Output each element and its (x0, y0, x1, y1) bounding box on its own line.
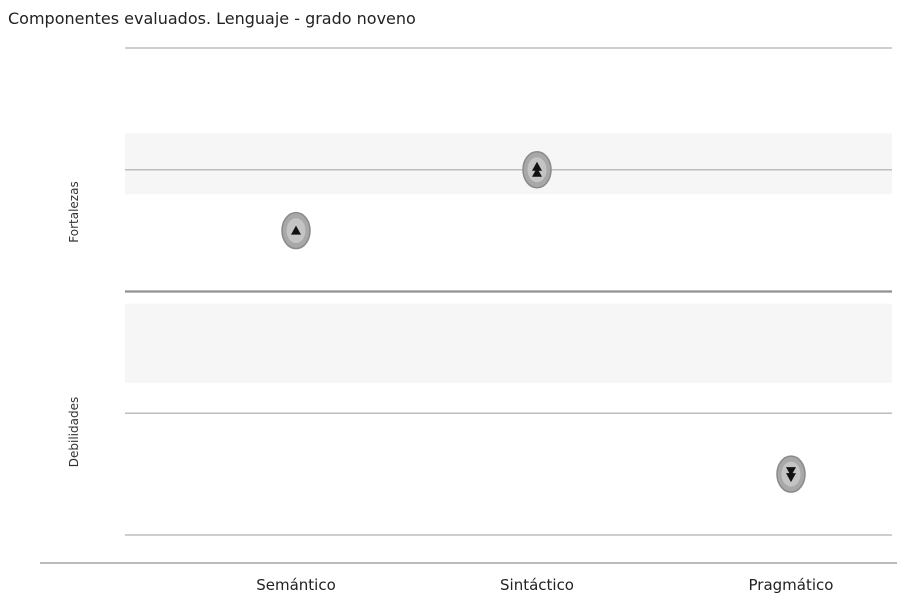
band-shade-upper (125, 133, 892, 195)
data-point-semántico (281, 211, 311, 250)
data-point-sintáctico (522, 151, 552, 189)
data-points (281, 151, 806, 493)
data-point-pragmático (776, 455, 806, 493)
triangle-up-icon (532, 161, 542, 171)
y-band-label-debilidades: Debilidades (67, 397, 81, 467)
x-tick-label-pragmatico: Pragmático (749, 576, 834, 594)
triangle-down-icon (786, 467, 796, 477)
band-shading (125, 133, 892, 383)
x-tick-label-sintactico: Sintáctico (500, 576, 574, 594)
band-shade-lower (125, 303, 892, 383)
triangle-up-icon (291, 225, 301, 235)
chart-title: Componentes evaluados. Lenguaje - grado … (8, 9, 416, 28)
x-tick-label-semantico: Semántico (256, 576, 336, 594)
y-band-label-fortalezas: Fortalezas (67, 181, 81, 242)
triangle-down-icon (786, 473, 796, 483)
x-tick-labels: Semántico Sintáctico Pragmático (256, 576, 833, 594)
triangle-up-icon (532, 167, 542, 177)
gridlines (125, 47, 892, 536)
